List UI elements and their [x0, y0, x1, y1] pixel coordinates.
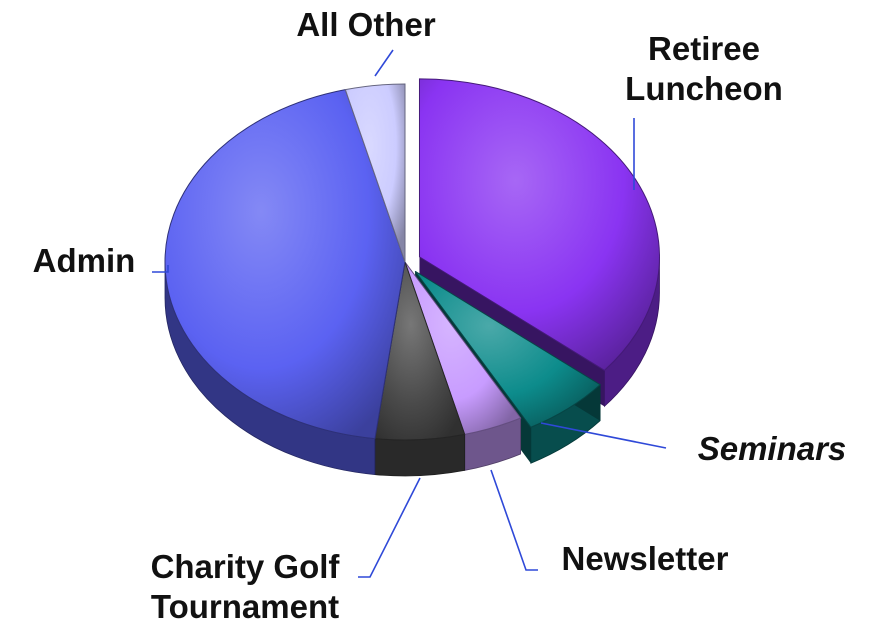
slice-all-other	[344, 83, 406, 263]
label-line: Charity Golf	[151, 548, 341, 585]
label-all-other: All Other	[296, 6, 436, 43]
slice-side-charity-golf-tournament	[374, 433, 466, 477]
leader-lines	[152, 49, 667, 578]
leader-charity-golf-tournament	[358, 477, 421, 578]
label-line: Seminars	[698, 430, 847, 467]
pie-slices	[164, 78, 660, 441]
label-newsletter: Newsletter	[562, 540, 729, 577]
label-seminars: Seminars	[698, 430, 847, 467]
label-line: Retiree	[648, 30, 760, 67]
leader-newsletter	[490, 469, 538, 571]
label-admin: Admin	[33, 242, 136, 279]
label-line: Luncheon	[625, 70, 783, 107]
label-line: Newsletter	[562, 540, 729, 577]
label-line: Tournament	[151, 588, 339, 625]
label-line: All Other	[296, 6, 436, 43]
label-line: Admin	[33, 242, 136, 279]
slice-retiree-luncheon	[418, 78, 660, 371]
label-charity-golf-tournament: Charity Golf Tournament	[151, 548, 341, 625]
slice-admin	[164, 89, 406, 440]
slice-labels: Retiree Luncheon Seminars Newsletter Charity…	[33, 6, 847, 625]
leader-seminars	[540, 422, 667, 449]
leader-all-other	[374, 49, 394, 77]
leader-admin	[152, 265, 169, 273]
label-retiree-luncheon: Retiree Luncheon	[625, 30, 783, 107]
slice-seminars	[414, 270, 601, 428]
